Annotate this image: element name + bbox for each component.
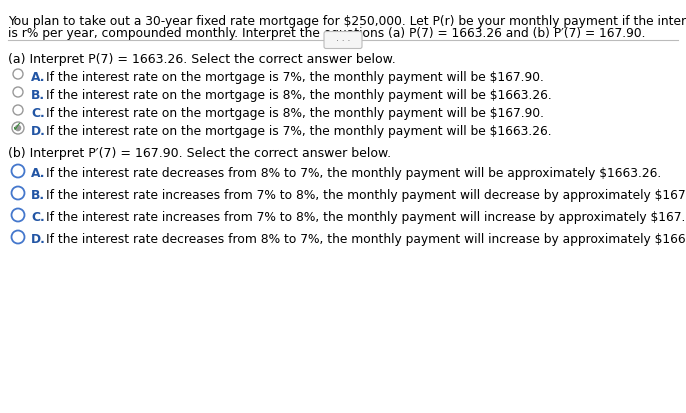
Text: If the interest rate decreases from 8% to 7%, the monthly payment will increase : If the interest rate decreases from 8% t… (46, 233, 686, 245)
FancyBboxPatch shape (324, 33, 362, 50)
Text: If the interest rate on the mortgage is 8%, the monthly payment will be $1663.26: If the interest rate on the mortgage is … (46, 89, 552, 102)
Text: ✓: ✓ (11, 121, 21, 134)
Circle shape (14, 126, 21, 132)
Text: If the interest rate decreases from 8% to 7%, the monthly payment will be approx: If the interest rate decreases from 8% t… (46, 166, 661, 180)
Text: (b) Interpret P′(7) = 167.90. Select the correct answer below.: (b) Interpret P′(7) = 167.90. Select the… (8, 147, 391, 159)
Text: D.: D. (31, 233, 46, 245)
Text: is r% per year, compounded monthly. Interpret the equations (a) P(7) = 1663.26 a: is r% per year, compounded monthly. Inte… (8, 27, 646, 40)
Text: You plan to take out a 30-year fixed rate mortgage for $250,000. Let P(r) be you: You plan to take out a 30-year fixed rat… (8, 15, 686, 28)
Text: (a) Interpret P(7) = 1663.26. Select the correct answer below.: (a) Interpret P(7) = 1663.26. Select the… (8, 53, 396, 66)
Text: If the interest rate on the mortgage is 7%, the monthly payment will be $1663.26: If the interest rate on the mortgage is … (46, 125, 552, 138)
Text: A.: A. (31, 71, 45, 84)
Text: A.: A. (31, 166, 45, 180)
Text: C.: C. (31, 211, 45, 223)
Text: · · ·: · · · (336, 36, 350, 45)
Text: If the interest rate on the mortgage is 7%, the monthly payment will be $167.90.: If the interest rate on the mortgage is … (46, 71, 544, 84)
Text: B.: B. (31, 189, 45, 202)
Text: B.: B. (31, 89, 45, 102)
Text: If the interest rate on the mortgage is 8%, the monthly payment will be $167.90.: If the interest rate on the mortgage is … (46, 107, 544, 120)
Text: C.: C. (31, 107, 45, 120)
Text: D.: D. (31, 125, 46, 138)
Text: If the interest rate increases from 7% to 8%, the monthly payment will increase : If the interest rate increases from 7% t… (46, 211, 686, 223)
Text: If the interest rate increases from 7% to 8%, the monthly payment will decrease : If the interest rate increases from 7% t… (46, 189, 686, 202)
